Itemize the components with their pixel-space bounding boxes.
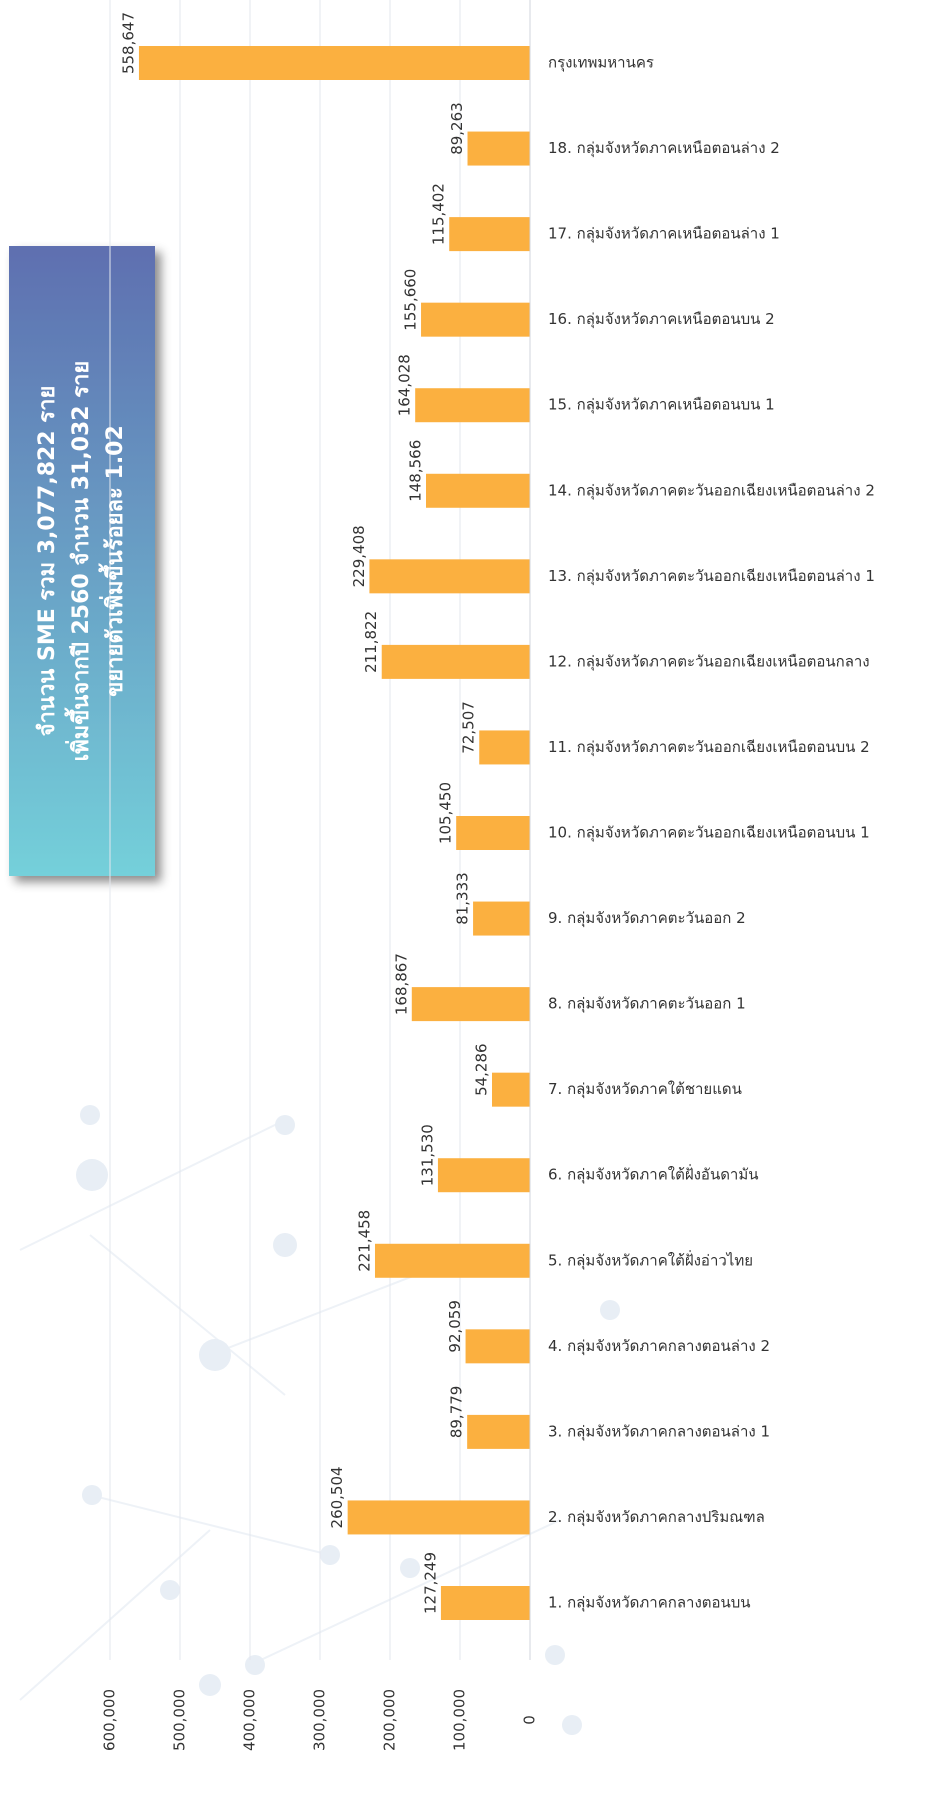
bar: [456, 816, 530, 850]
bar: [381, 644, 530, 679]
value-label: 168,867: [392, 953, 410, 1015]
bar: [374, 1243, 530, 1278]
bar: [491, 1072, 530, 1107]
value-label: 211,822: [362, 611, 380, 673]
category-label: 7. กลุ่มจังหวัดภาคใต้ชายแดน: [548, 1080, 742, 1099]
y-tick-label: 500,000: [171, 1689, 189, 1751]
category-label: 3. กลุ่มจังหวัดภาคกลางตอนล่าง 1: [548, 1422, 770, 1441]
bar: [467, 1414, 530, 1449]
bar: [449, 217, 530, 252]
category-label: 17. กลุ่มจังหวัดภาคเหนือตอนล่าง 1: [548, 225, 780, 244]
bar: [437, 1158, 530, 1193]
bar: [426, 473, 530, 508]
bar: [421, 302, 530, 337]
value-label: 229,408: [350, 525, 368, 587]
value-label: 131,530: [418, 1124, 436, 1186]
category-label: 14. กลุ่มจังหวัดภาคตะวันออกเฉียงเหนือตอน…: [548, 481, 875, 500]
y-tick-label: 300,000: [311, 1689, 329, 1751]
value-label: 92,059: [446, 1300, 464, 1353]
value-label: 155,660: [402, 269, 420, 331]
value-label: 558,647: [119, 12, 137, 74]
value-label: 115,402: [430, 183, 448, 245]
value-label: 164,028: [396, 354, 414, 416]
category-label: 2. กลุ่มจังหวัดภาคกลางปริมณฑล: [548, 1508, 765, 1527]
category-label: 5. กลุ่มจังหวัดภาคใต้ฝั่งอ่าวไทย: [548, 1249, 753, 1270]
bar: [369, 559, 530, 594]
bar: [473, 901, 530, 936]
summary-text: จำนวน SME รวม 3,077,822 ราย: [35, 386, 60, 737]
category-label: 13. กลุ่มจังหวัดภาคตะวันออกเฉียงเหนือตอน…: [548, 567, 875, 586]
value-label: 89,263: [448, 102, 466, 155]
y-tick-label: 600,000: [101, 1689, 119, 1751]
value-label: 260,504: [328, 1466, 346, 1528]
category-label: 18. กลุ่มจังหวัดภาคเหนือตอนล่าง 2: [548, 139, 780, 158]
summary-text: เพิ่มขึ้นจากปี 2560 จำนวน 31,032 ราย: [64, 361, 94, 762]
bar: [467, 131, 530, 166]
value-label: 105,450: [437, 782, 455, 844]
value-label: 81,333: [454, 872, 472, 925]
category-label: กรุงเทพมหานคร: [548, 54, 654, 73]
y-tick-label: 400,000: [241, 1689, 259, 1751]
value-label: 72,507: [460, 701, 478, 754]
bar: [347, 1500, 530, 1535]
category-label: 9. กลุ่มจังหวัดภาคตะวันออก 2: [548, 909, 746, 928]
category-label: 16. กลุ่มจังหวัดภาคเหนือตอนบน 2: [548, 310, 775, 329]
bar: [479, 730, 530, 765]
y-tick-label: 0: [521, 1715, 539, 1725]
value-label: 221,458: [355, 1210, 373, 1272]
bar: [411, 987, 530, 1022]
bar: [415, 388, 530, 423]
value-label: 89,779: [448, 1386, 466, 1439]
category-label: 10. กลุ่มจังหวัดภาคตะวันออกเฉียงเหนือตอน…: [548, 824, 870, 843]
category-label: 11. กลุ่มจังหวัดภาคตะวันออกเฉียงเหนือตอน…: [548, 738, 870, 757]
category-label: 12. กลุ่มจังหวัดภาคตะวันออกเฉียงเหนือตอน…: [548, 652, 870, 671]
category-label: 1. กลุ่มจังหวัดภาคกลางตอนบน: [548, 1594, 751, 1613]
y-tick-label: 100,000: [451, 1689, 469, 1751]
value-label: 127,249: [421, 1552, 439, 1614]
category-label: 6. กลุ่มจังหวัดภาคใต้ฝั่งอันดามัน: [548, 1164, 759, 1185]
category-label: 8. กลุ่มจังหวัดภาคตะวันออก 1: [548, 995, 746, 1014]
value-label: 54,286: [472, 1043, 490, 1096]
y-tick-label: 200,000: [381, 1689, 399, 1751]
category-label: 15. กลุ่มจังหวัดภาคเหนือตอนบน 1: [548, 396, 775, 415]
summary-text: ขยายตัวเพิ่มขึ้นร้อยละ 1.02: [98, 425, 128, 697]
value-label: 148,566: [407, 440, 425, 502]
bar: [465, 1329, 530, 1364]
summary-box: [9, 246, 155, 876]
background-decoration: [19, 1105, 620, 1735]
bar: [440, 1586, 530, 1620]
bar: [138, 46, 531, 80]
category-label: 4. กลุ่มจังหวัดภาคกลางตอนล่าง 2: [548, 1337, 770, 1356]
